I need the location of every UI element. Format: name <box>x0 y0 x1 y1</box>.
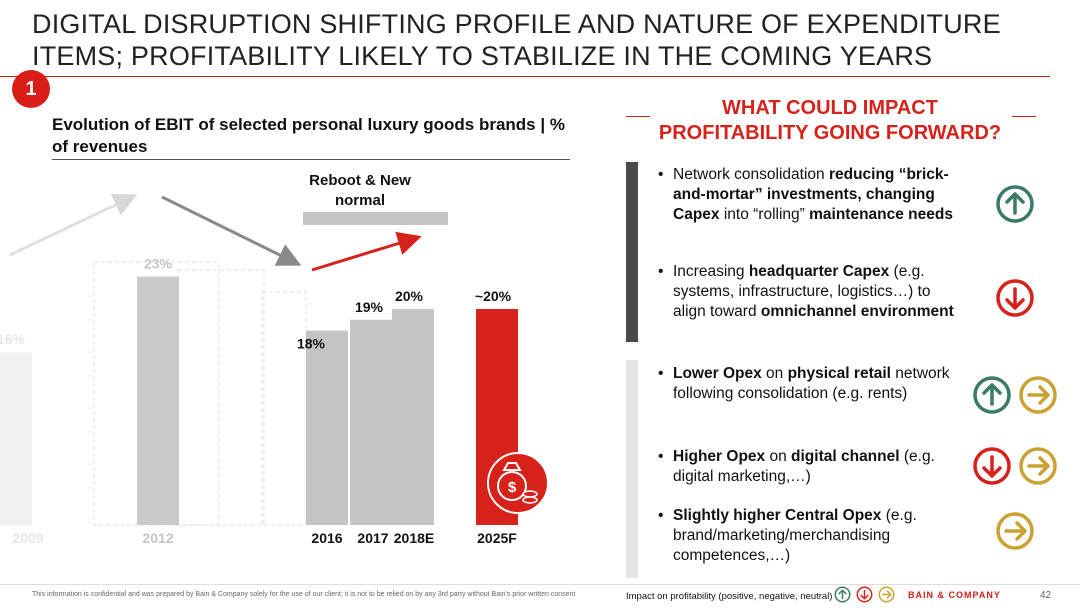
impact-indicator <box>1018 375 1058 420</box>
neutral-icon <box>1019 376 1057 414</box>
impact-item-text: Increasing headquarter Capex (e.g. syste… <box>673 263 954 320</box>
impact-item: • Slightly higher Central Opex (e.g. bran… <box>658 506 958 566</box>
title-divider <box>0 76 1050 77</box>
bar-2016 <box>306 330 348 525</box>
impact-item-text: Slightly higher Central Opex (e.g. brand… <box>673 507 917 564</box>
down-icon <box>996 279 1034 317</box>
bullet-dot: • <box>658 507 664 524</box>
impact-legend-label: Impact on profitability (positive, negat… <box>626 591 833 602</box>
category-label-2025F: 2025F <box>477 530 517 546</box>
right-panel-title-line2: PROFITABILITY GOING FORWARD? <box>658 122 1002 144</box>
chart-title-divider <box>52 159 570 160</box>
impact-item-text: Network consolidation reducing “brick-an… <box>673 166 953 223</box>
impact-indicator <box>995 184 1035 229</box>
category-label-2012: 2012 <box>142 530 173 546</box>
chart-title: Evolution of EBIT of selected personal l… <box>52 115 565 156</box>
neutral-icon <box>878 586 895 603</box>
impact-item-text: Lower Opex on physical retail network fo… <box>673 365 950 402</box>
right-panel-title-rule-left <box>626 116 650 117</box>
impact-indicator <box>1018 446 1058 491</box>
impact-indicator <box>972 375 1012 420</box>
right-panel-title: WHAT COULD IMPACT PROFITABILITY GOING FO… <box>640 96 1020 146</box>
value-label-2016: 18% <box>297 336 326 352</box>
impact-item: • Higher Opex on digital channel (e.g. di… <box>658 447 958 487</box>
footer-disclaimer: This information is confidential and was… <box>32 591 576 598</box>
footer-divider <box>0 584 1080 585</box>
category-label-2017: 2017 <box>357 530 388 546</box>
capex-section-bar <box>626 162 638 342</box>
brand-logo: BAIN & COMPANY <box>908 590 1001 600</box>
impact-item: • Lower Opex on physical retail network f… <box>658 364 958 404</box>
neutral-icon <box>1019 447 1057 485</box>
value-label-2018E: 20% <box>395 288 424 304</box>
ebit-bar-chart: Reboot & New normal 16% 2009 23% 2012 18% 2016 1… <box>0 172 549 546</box>
down-icon <box>973 447 1011 485</box>
trend-arrow-recovery <box>311 231 422 272</box>
category-label-2009: 2009 <box>12 530 43 546</box>
category-label-2016: 2016 <box>311 530 342 546</box>
impact-indicator <box>972 446 1012 491</box>
money-bag-icon: $ <box>487 452 549 514</box>
trend-arrow-decline <box>161 195 302 266</box>
up-icon <box>834 586 851 603</box>
svg-text:$: $ <box>508 479 517 496</box>
bullet-dot: • <box>658 263 664 280</box>
value-label-2017: 19% <box>355 299 384 315</box>
bar-2009 <box>0 352 32 525</box>
value-label-2012: 23% <box>144 256 173 272</box>
period-label: Reboot & New normal <box>309 172 411 209</box>
impact-indicator <box>995 511 1035 556</box>
context-outline-2 <box>177 269 265 526</box>
slide-title: DIGITAL DISRUPTION SHIFTING PROFILE AND … <box>32 9 1001 71</box>
impact-item-text: Higher Opex on digital channel (e.g. dig… <box>673 448 935 485</box>
bar-2017 <box>350 319 392 525</box>
neutral-icon <box>996 512 1034 550</box>
page-number: 42 <box>1040 590 1052 601</box>
bullet-dot: • <box>658 166 664 183</box>
impact-item: • Increasing headquarter Capex (e.g. syst… <box>658 262 958 322</box>
period-band <box>303 212 448 225</box>
section-badge: 1 <box>12 70 50 108</box>
up-icon <box>996 185 1034 223</box>
opex-section-bar <box>626 360 638 578</box>
bar-2018E <box>392 309 434 525</box>
context-outline-3 <box>261 291 307 526</box>
down-icon <box>856 586 873 603</box>
value-label-2009: 16% <box>0 331 26 347</box>
bullet-dot: • <box>658 365 664 382</box>
impact-item: • Network consolidation reducing “brick-a… <box>658 165 958 225</box>
bullet-dot: • <box>658 448 664 465</box>
up-icon <box>973 376 1011 414</box>
right-panel-title-line1: WHAT COULD IMPACT <box>722 97 938 119</box>
trend-arrow-rise <box>9 193 138 257</box>
right-panel-title-rule-right <box>1012 116 1036 117</box>
bar-2012 <box>137 276 179 525</box>
category-label-2018E: 2018E <box>394 530 434 546</box>
impact-indicator <box>995 278 1035 323</box>
value-label-2025F: ~20% <box>475 288 512 304</box>
